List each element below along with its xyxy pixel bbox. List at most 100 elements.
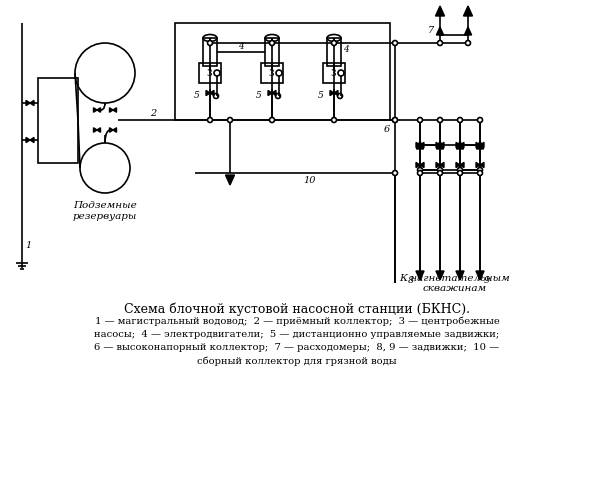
Text: резервуары: резервуары — [73, 212, 137, 221]
Text: 6 — высоконапорный коллектор;  7 — расходомеры;  8, 9 — задвижки;  10 —: 6 — высоконапорный коллектор; 7 — расход… — [95, 343, 500, 352]
Circle shape — [478, 118, 483, 123]
Text: 2: 2 — [150, 109, 156, 118]
Polygon shape — [416, 141, 424, 149]
Circle shape — [437, 167, 443, 173]
Text: 3: 3 — [330, 68, 336, 77]
Bar — [199, 63, 221, 83]
Polygon shape — [456, 271, 464, 280]
Text: Подземные: Подземные — [73, 201, 137, 210]
Polygon shape — [26, 137, 30, 142]
Text: 3: 3 — [268, 68, 274, 77]
Circle shape — [478, 171, 483, 176]
Polygon shape — [97, 128, 101, 132]
Polygon shape — [436, 271, 444, 280]
Polygon shape — [109, 108, 113, 112]
Circle shape — [208, 41, 212, 45]
Polygon shape — [436, 6, 444, 16]
Polygon shape — [460, 142, 464, 147]
Text: 5: 5 — [318, 91, 324, 100]
Polygon shape — [436, 141, 444, 149]
Polygon shape — [206, 91, 210, 96]
Circle shape — [393, 118, 397, 123]
Circle shape — [393, 171, 397, 176]
Circle shape — [393, 41, 397, 45]
Text: 8: 8 — [408, 276, 414, 285]
Polygon shape — [477, 141, 484, 149]
Circle shape — [227, 118, 233, 123]
Polygon shape — [436, 27, 444, 35]
Text: 9: 9 — [484, 276, 490, 285]
Polygon shape — [268, 91, 272, 96]
Polygon shape — [420, 162, 424, 167]
Polygon shape — [476, 162, 480, 167]
Polygon shape — [456, 162, 460, 167]
Bar — [38, 78, 78, 163]
Polygon shape — [440, 142, 444, 147]
Polygon shape — [210, 91, 214, 96]
Polygon shape — [456, 141, 464, 149]
Polygon shape — [272, 91, 276, 96]
Polygon shape — [30, 101, 34, 106]
Polygon shape — [460, 162, 464, 167]
Circle shape — [418, 171, 422, 176]
Text: скважинам: скважинам — [423, 284, 487, 293]
Circle shape — [331, 41, 337, 45]
Text: 10: 10 — [304, 176, 317, 185]
Polygon shape — [480, 142, 484, 147]
Polygon shape — [416, 162, 420, 167]
Polygon shape — [334, 91, 338, 96]
Circle shape — [437, 118, 443, 123]
Polygon shape — [109, 128, 113, 132]
Text: сборный коллектор для грязной воды: сборный коллектор для грязной воды — [197, 356, 397, 366]
Circle shape — [458, 167, 462, 173]
Polygon shape — [97, 108, 101, 112]
Polygon shape — [476, 142, 480, 147]
Bar — [203, 38, 217, 66]
Circle shape — [270, 41, 274, 45]
Polygon shape — [30, 137, 34, 142]
Polygon shape — [226, 175, 234, 185]
Polygon shape — [436, 142, 440, 147]
Circle shape — [393, 118, 397, 123]
Circle shape — [478, 167, 483, 173]
Polygon shape — [420, 142, 424, 147]
Polygon shape — [416, 271, 424, 280]
Polygon shape — [456, 142, 460, 147]
Circle shape — [458, 118, 462, 123]
Bar — [175, 23, 390, 120]
Circle shape — [331, 118, 337, 123]
Text: 5: 5 — [256, 91, 262, 100]
Text: К нагнетательным: К нагнетательным — [400, 274, 511, 283]
Text: Схема блочной кустовой насосной станции (БКНС).: Схема блочной кустовой насосной станции … — [124, 303, 470, 316]
Polygon shape — [26, 101, 30, 106]
Polygon shape — [113, 128, 117, 132]
Text: 5: 5 — [194, 91, 200, 100]
Polygon shape — [436, 162, 440, 167]
Bar — [327, 38, 341, 66]
Polygon shape — [93, 128, 97, 132]
Text: 3: 3 — [206, 68, 212, 77]
Polygon shape — [93, 108, 97, 112]
Polygon shape — [440, 162, 444, 167]
Circle shape — [270, 118, 274, 123]
Polygon shape — [113, 108, 117, 112]
Circle shape — [418, 118, 422, 123]
Circle shape — [465, 41, 471, 45]
Circle shape — [458, 171, 462, 176]
Circle shape — [437, 41, 443, 45]
Polygon shape — [330, 91, 334, 96]
Bar — [323, 63, 345, 83]
Text: 7: 7 — [428, 26, 434, 35]
Circle shape — [418, 167, 422, 173]
Text: 4: 4 — [238, 42, 244, 51]
Text: 6: 6 — [384, 125, 390, 134]
Polygon shape — [476, 271, 484, 280]
Polygon shape — [465, 27, 472, 35]
Circle shape — [437, 171, 443, 176]
Text: насосы;  4 — электродвигатели;  5 — дистанционно управляемые задвижки;: насосы; 4 — электродвигатели; 5 — дистан… — [95, 330, 500, 339]
Polygon shape — [480, 162, 484, 167]
Text: 1: 1 — [25, 241, 32, 250]
Bar — [261, 63, 283, 83]
Circle shape — [208, 118, 212, 123]
Bar — [265, 38, 279, 66]
